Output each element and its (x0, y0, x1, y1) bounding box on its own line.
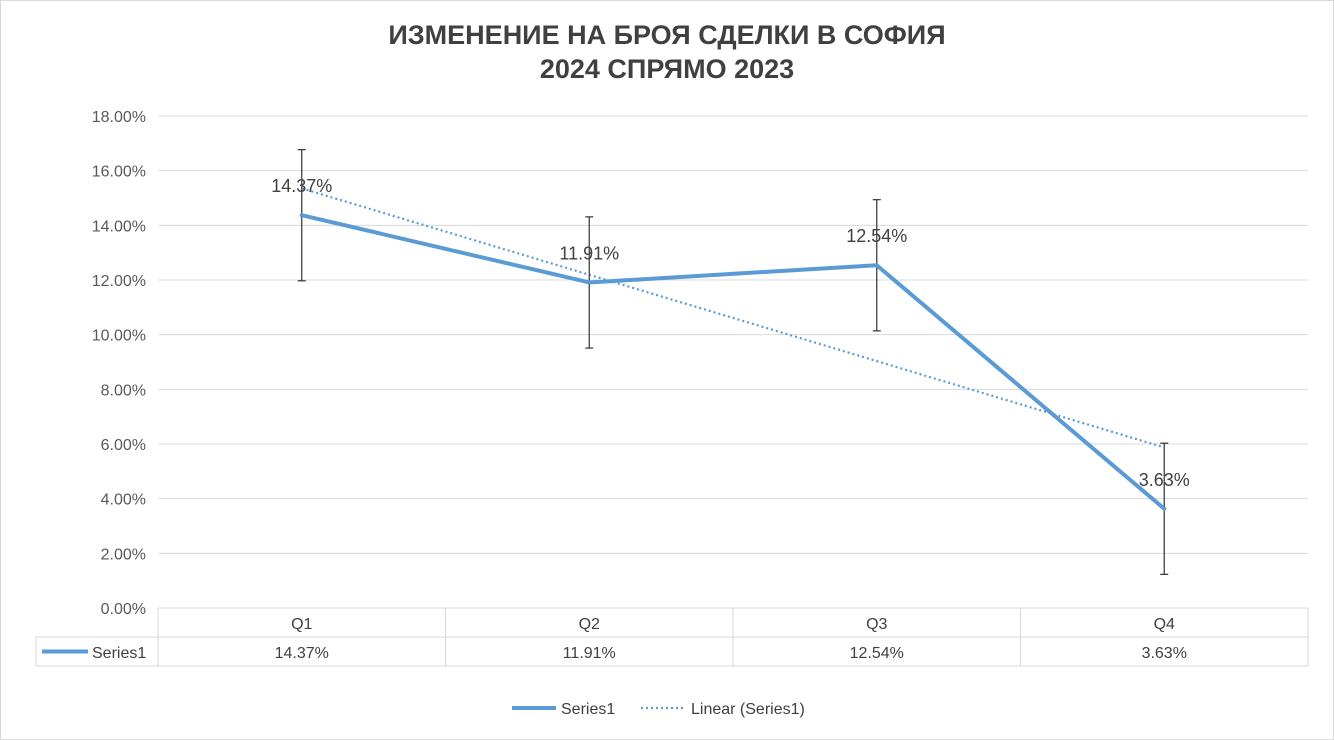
data-label: 3.63% (1139, 470, 1190, 490)
data-labels: 14.37% 11.91% 12.54% 3.63% (271, 176, 1190, 490)
data-table: Q1 14.37% Q2 11.91% Q3 12.54% Q4 3.63% Series1 (35, 607, 1309, 667)
legend-label-series1: Series1 (561, 701, 615, 718)
series1-point (875, 263, 879, 267)
series-line (299, 213, 1167, 511)
x-category-label: Q2 (579, 616, 600, 633)
chart-title-line-2: 2024 СПРЯМО 2023 (539, 54, 795, 84)
x-category-label: Q3 (866, 616, 887, 633)
table-value: 3.63% (1142, 645, 1187, 662)
y-tick-label: 0.00% (101, 601, 146, 618)
table-value: 11.91% (563, 645, 616, 662)
y-tick-label: 12.00% (92, 273, 146, 290)
error-bars (297, 148, 1169, 576)
series1-point (587, 280, 591, 284)
trendline-path (301, 187, 1165, 449)
y-tick-label: 2.00% (101, 546, 146, 563)
data-label: 11.91% (559, 243, 619, 263)
x-category-label: Q4 (1154, 616, 1175, 633)
y-tick-label: 8.00% (101, 382, 146, 399)
x-category-label: Q1 (291, 616, 312, 633)
y-tick-label: 16.00% (92, 164, 146, 181)
data-label: 12.54% (846, 226, 907, 246)
chart-title-line-1: ИЗМЕНЕНИЕ НА БРОЯ СДЕЛКИ В СОФИЯ (388, 20, 946, 50)
chart-title: ИЗМЕНЕНИЕ НА БРОЯ СДЕЛКИ В СОФИЯ 2024 СП… (0, 18, 1334, 86)
series1-line (299, 213, 1167, 511)
data-label: 14.37% (271, 176, 332, 196)
y-tick-label: 18.00% (92, 109, 146, 126)
y-tick-label: 6.00% (101, 437, 146, 454)
series1-point (300, 213, 304, 217)
legend: Series1 Linear (Series1) (512, 701, 805, 718)
y-axis: 0.00% 2.00% 4.00% 6.00% 8.00% 10.00% 12.00% 14.… (92, 109, 146, 618)
series1-point (1162, 507, 1166, 511)
legend-label-trendline: Linear (Series1) (691, 701, 805, 718)
y-tick-label: 14.00% (92, 218, 146, 235)
y-tick-label: 10.00% (92, 328, 146, 345)
table-row-label: Series1 (92, 645, 146, 662)
table-value: 14.37% (275, 645, 329, 662)
table-value: 12.54% (850, 645, 904, 662)
y-tick-label: 4.00% (101, 492, 146, 509)
trendline (301, 187, 1165, 449)
